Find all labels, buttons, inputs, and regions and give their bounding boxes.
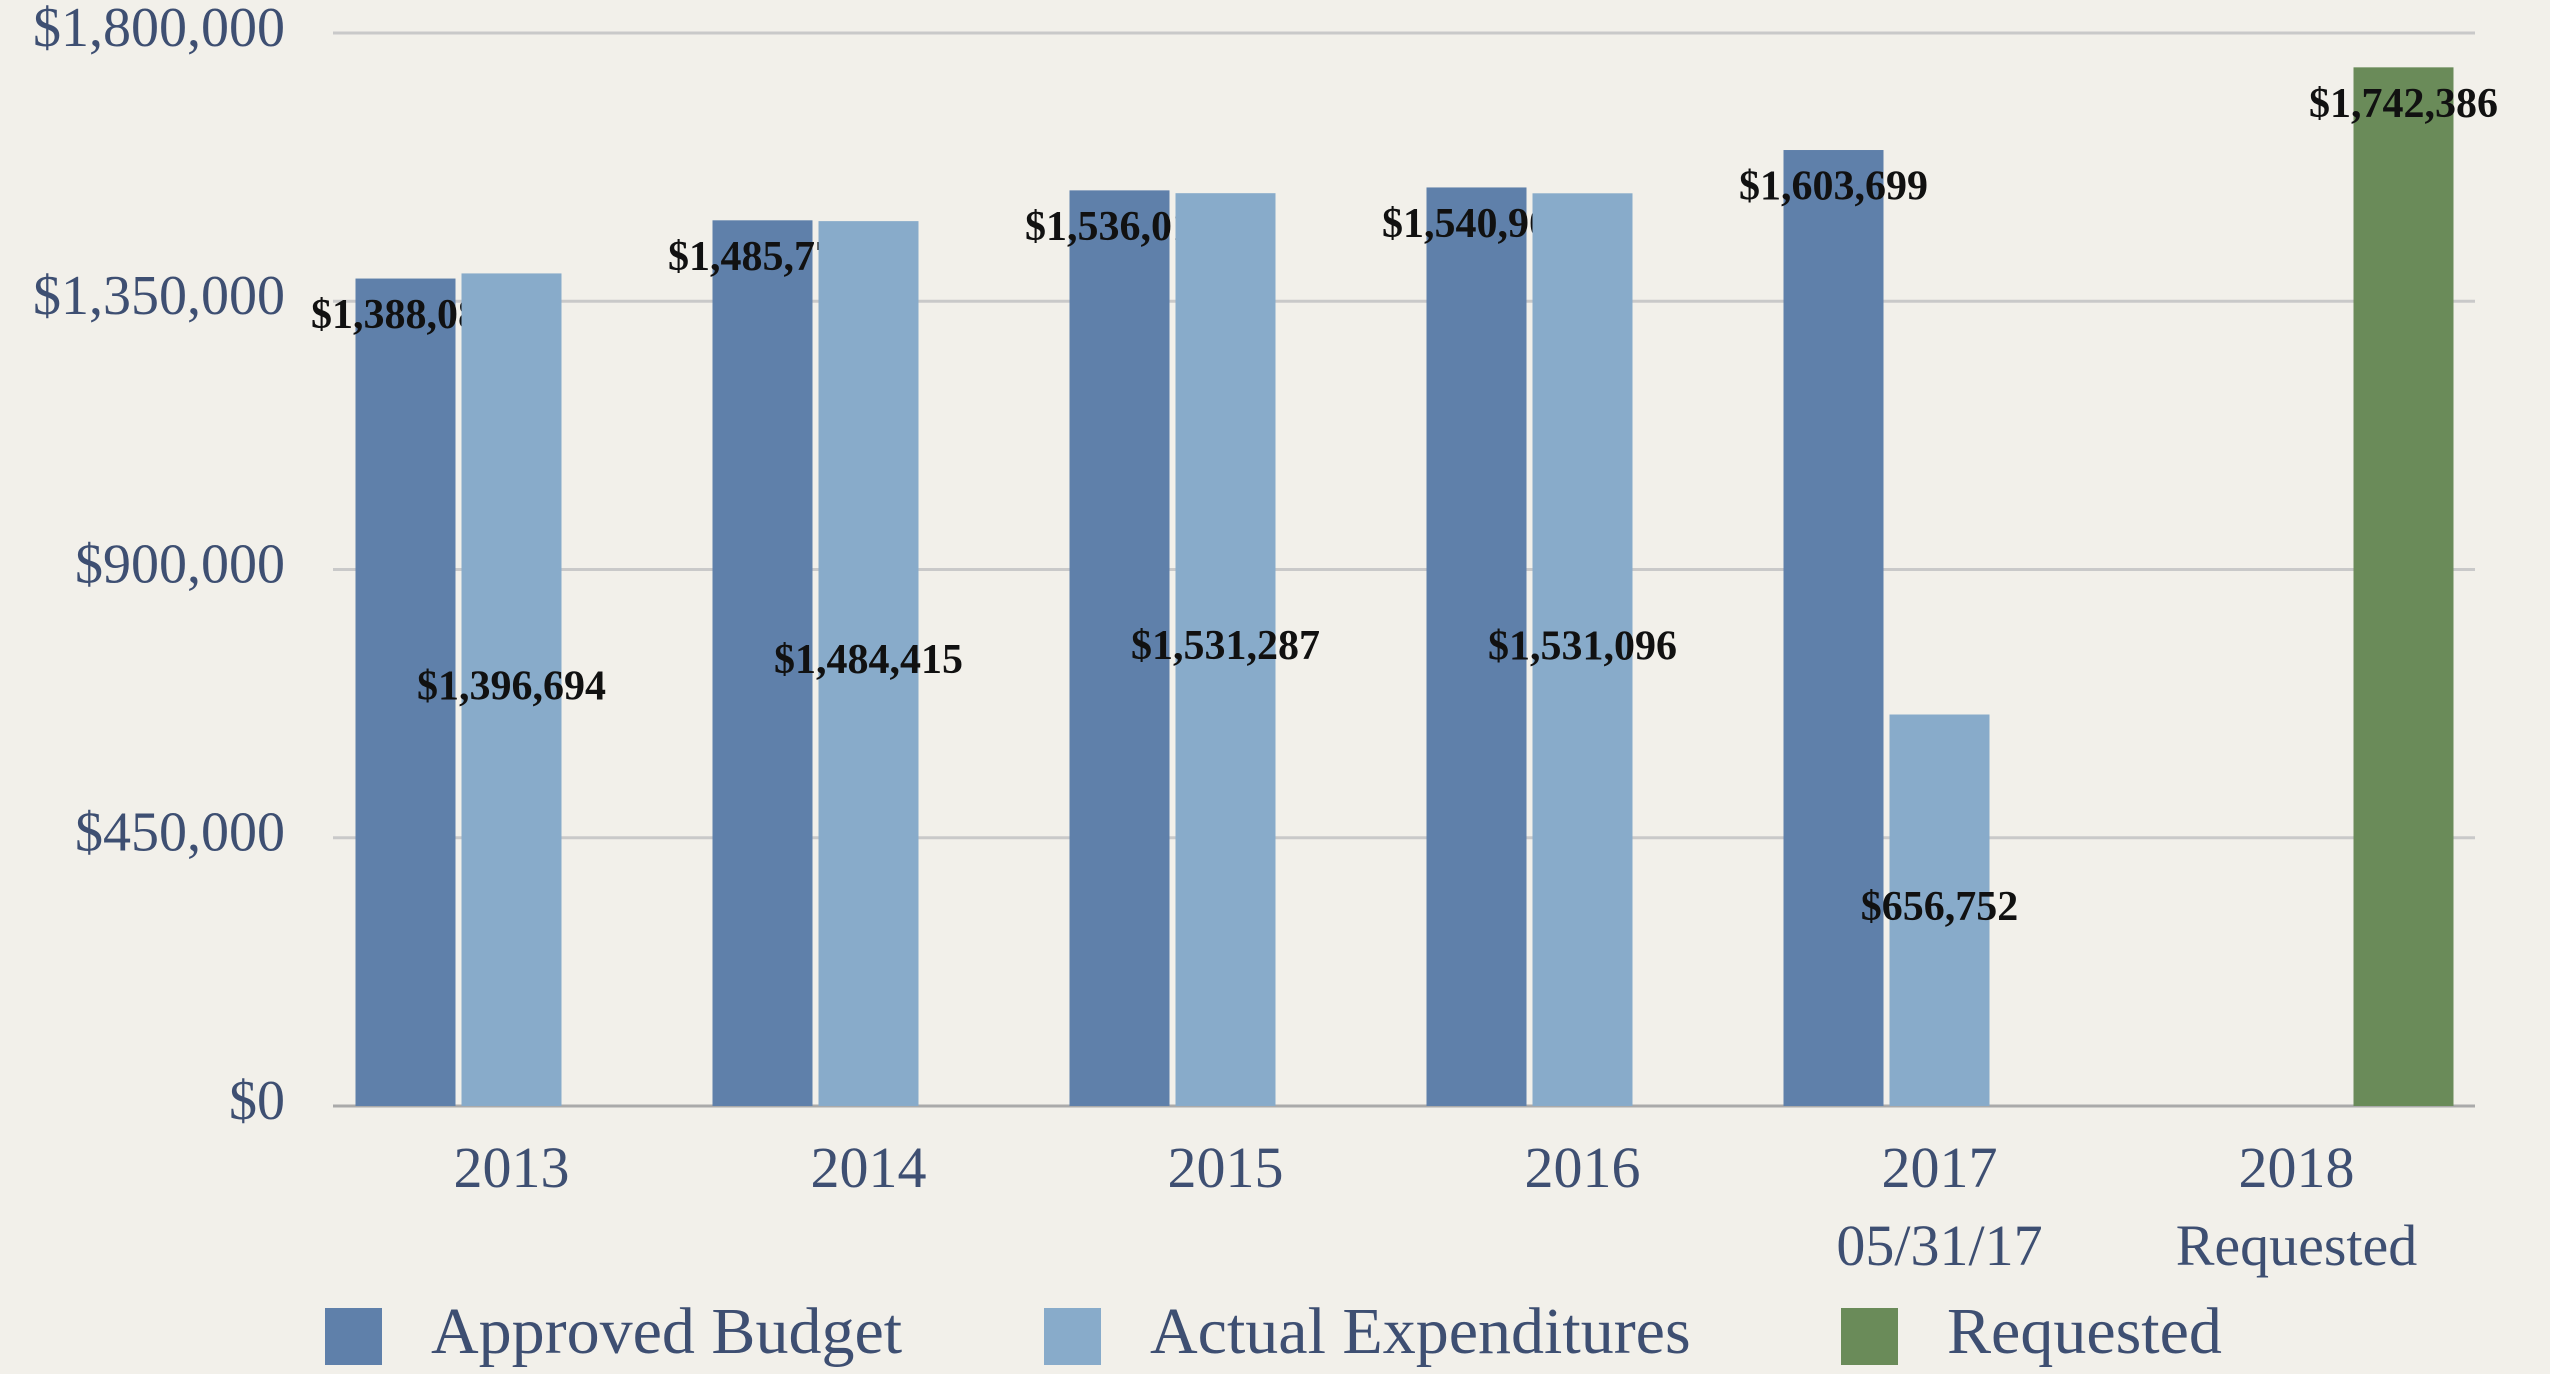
value-label: $1,603,699 [1739, 164, 1928, 210]
x-tick-line: 2017 [1882, 1135, 1998, 1200]
bar [2353, 67, 2454, 1106]
bar [355, 278, 456, 1106]
bar [818, 221, 919, 1106]
bar [1532, 193, 1633, 1107]
x-tick-label: 2016 [1525, 1135, 1641, 1200]
x-tick-label: 2018 Requested [2176, 1135, 2418, 1278]
y-tick-label: $450,000 [75, 802, 285, 864]
bar [1889, 714, 1990, 1106]
x-tick-line: 2013 [454, 1135, 570, 1200]
x-tick-line: 2014 [811, 1135, 927, 1200]
x-tick-label: 2015 [1168, 1135, 1284, 1200]
legend-swatch [1044, 1308, 1101, 1365]
value-label: $1,484,415 [774, 637, 963, 683]
legend-swatch [1841, 1308, 1898, 1365]
value-label: $1,531,096 [1488, 623, 1677, 669]
bar [1069, 190, 1170, 1106]
bar [1175, 193, 1276, 1106]
value-label: $656,752 [1861, 884, 2019, 930]
bar [1426, 187, 1527, 1106]
x-tick-label: 2013 [454, 1135, 570, 1200]
y-tick-label: $900,000 [75, 533, 285, 595]
x-tick-line: 2016 [1525, 1135, 1641, 1200]
legend-swatch [325, 1308, 382, 1365]
value-label: $1,742,386 [2309, 81, 2498, 127]
bar [461, 273, 562, 1107]
bar [1783, 150, 1884, 1106]
legend-label: Actual Expenditures [1150, 1295, 1691, 1368]
x-tick-label: 2017 05/31/17 [1836, 1135, 2042, 1278]
legend-label: Approved Budget [431, 1295, 902, 1368]
value-label: $1,531,287 [1131, 623, 1320, 669]
x-tick-line: 2015 [1168, 1135, 1284, 1200]
x-tick-line: 05/31/17 [1836, 1213, 2042, 1278]
x-tick-label: 2014 [811, 1135, 927, 1200]
value-label: $1,396,694 [417, 663, 606, 709]
legend-label: Requested [1947, 1295, 2222, 1368]
x-tick-line: 2018 [2239, 1135, 2355, 1200]
bar [712, 220, 813, 1106]
x-tick-line: Requested [2176, 1213, 2418, 1278]
y-tick-label: $0 [229, 1070, 285, 1132]
y-tick-label: $1,800,000 [33, 0, 285, 59]
y-tick-label: $1,350,000 [33, 265, 285, 327]
